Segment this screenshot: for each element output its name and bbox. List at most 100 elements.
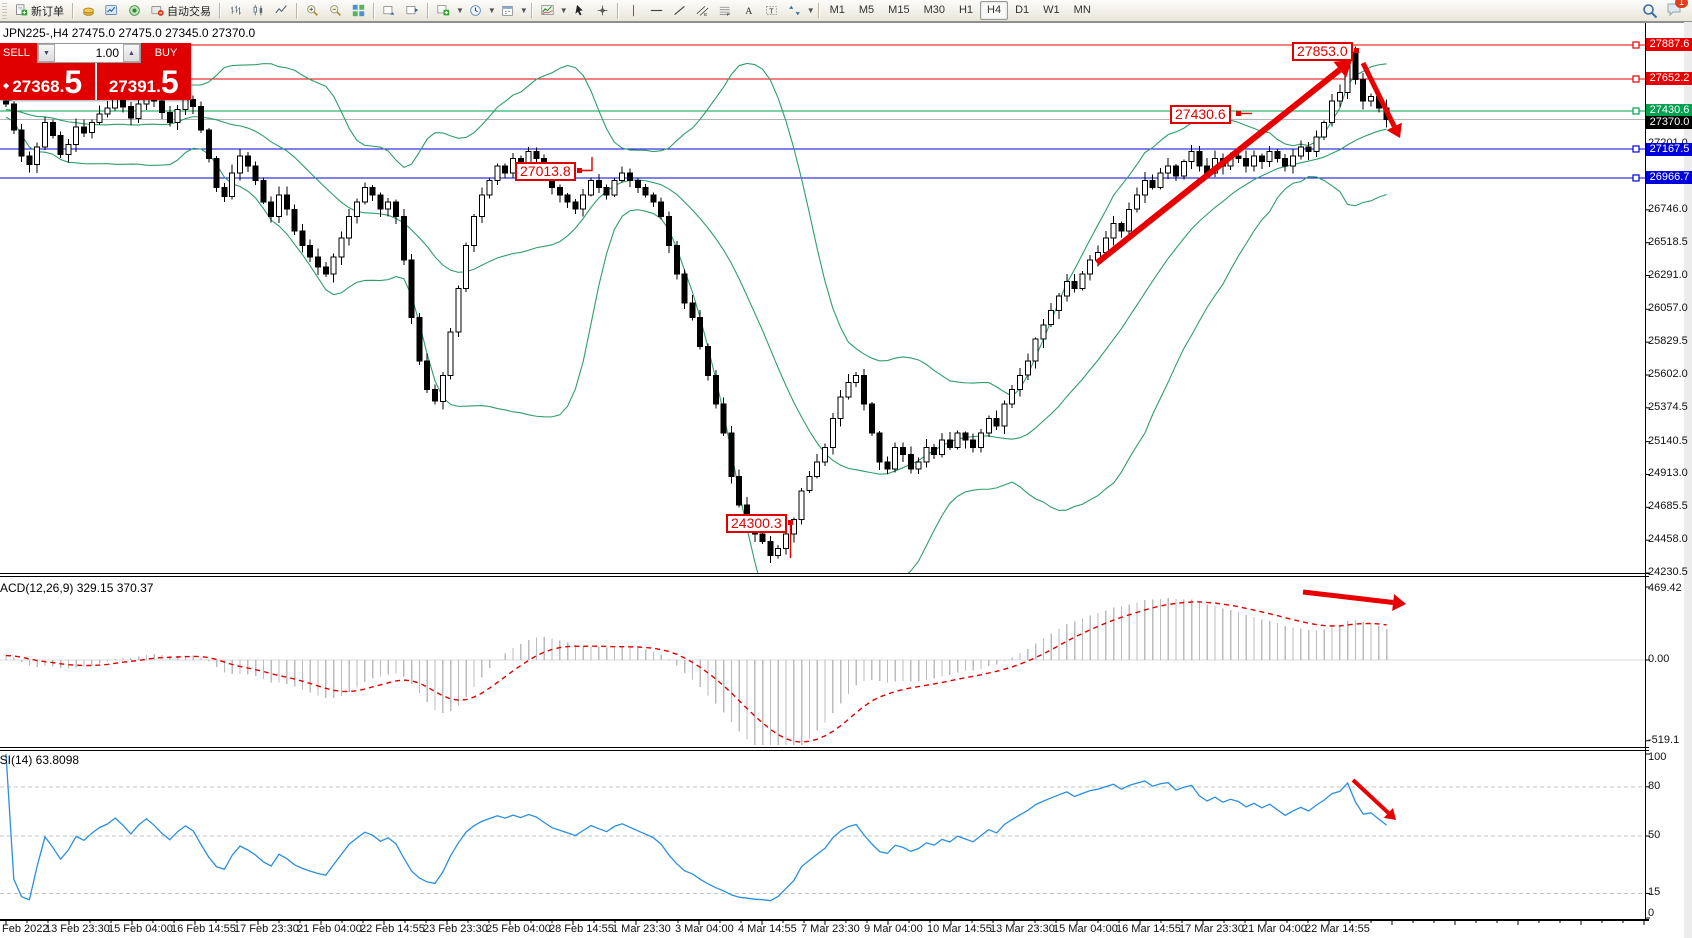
chart-area[interactable]: JPN225-,H4 27475.0 27475.0 27345.0 27370…: [0, 22, 1692, 938]
candle-chart-button[interactable]: [247, 0, 270, 21]
price-tick-label: 25602.0: [1648, 367, 1688, 380]
vline-button[interactable]: [622, 0, 645, 21]
macd-tick-label: -519.1: [1648, 733, 1680, 746]
fibonacci-button[interactable]: F: [714, 0, 737, 21]
chart-shift-button[interactable]: [401, 0, 424, 21]
date-axis-label: 13 Mar 23:30: [990, 923, 1055, 935]
period-button[interactable]: [464, 0, 487, 21]
notification-badge: 1: [1674, 0, 1688, 8]
line-chart-icon: [275, 4, 288, 17]
chart-title: JPN225-,H4 27475.0 27475.0 27345.0 27370…: [3, 26, 256, 40]
date-axis-label: 17 Mar 23:30: [1179, 923, 1244, 935]
arrows-button[interactable]: [783, 0, 806, 21]
bar-chart-button[interactable]: [224, 0, 247, 21]
trendline-button[interactable]: [668, 0, 691, 21]
timeframe-m5-button[interactable]: M5: [858, 4, 875, 16]
price-annotation-box[interactable]: 27013.8: [515, 162, 576, 181]
date-axis-label: 9 Mar 04:00: [864, 923, 923, 935]
notifications-button[interactable]: 1: [1666, 0, 1688, 20]
clock-icon: [469, 4, 482, 17]
date-axis-label: 3 Mar 04:00: [675, 923, 734, 935]
indicators-button[interactable]: [77, 0, 100, 21]
price-tick-label: 25374.5: [1648, 400, 1688, 413]
calendar-button[interactable]: [496, 0, 519, 21]
timeframe-d1-button[interactable]: D1: [1015, 4, 1030, 16]
volume-input[interactable]: 1.00: [55, 44, 123, 62]
autotrade-button[interactable]: 自动交易: [146, 0, 216, 21]
volume-increase-button[interactable]: ▲: [123, 44, 140, 62]
timeframe-mn-button[interactable]: MN: [1073, 4, 1091, 16]
volume-decrease-button[interactable]: ▼: [38, 44, 55, 62]
chart-type-button[interactable]: [536, 0, 559, 21]
trendline-icon: [673, 4, 686, 17]
line-chart-button[interactable]: [270, 0, 293, 21]
zoom-in-icon: [306, 4, 319, 17]
timeframe-h1-button[interactable]: H1: [958, 4, 974, 16]
macd-tick-label: 0.00: [1648, 653, 1670, 665]
timeframe-w1-button[interactable]: W1: [1043, 4, 1060, 16]
crosshair-icon: [596, 4, 609, 17]
hline-icon: [650, 4, 663, 17]
svg-text:E: E: [704, 12, 708, 17]
timeframe-m30-button[interactable]: M30: [923, 4, 945, 16]
buy-button[interactable]: BUY: [141, 43, 191, 63]
timeframe-h4-button[interactable]: H4: [980, 1, 1009, 20]
sell-price-display[interactable]: ◆ 27368. 5: [0, 63, 97, 100]
date-axis-label: 21 Mar 04:00: [1242, 923, 1307, 935]
chart-type-icon: [541, 4, 554, 17]
label-button[interactable]: T: [760, 0, 783, 21]
arrows-icon: [788, 4, 801, 17]
price-tick-label: 25829.5: [1648, 335, 1688, 348]
crosshair-button[interactable]: [591, 0, 614, 21]
date-axis-label: 28 Feb 14:55: [549, 923, 614, 935]
new-chart-icon: [437, 4, 450, 17]
price-annotation-box[interactable]: 24300.3: [726, 514, 787, 533]
main-toolbar: 新订单 自动交易 ▼ ▼ ▼ ▼ E F A T ▼ M1 M5 M15 M30 H1 H4 D1 W1 MN 1: [0, 0, 1692, 22]
price-axis-label: 27430.6: [1646, 103, 1692, 117]
price-tick-label: 24685.5: [1648, 500, 1688, 513]
timeframe-m15-button[interactable]: M15: [888, 4, 910, 16]
price-annotation-box[interactable]: 27853.0: [1292, 42, 1353, 61]
navigator-button[interactable]: [123, 0, 146, 21]
date-axis-label: 25 Feb 04:00: [486, 923, 551, 935]
new-chart-button[interactable]: [432, 0, 455, 21]
autotrade-icon: [151, 4, 164, 17]
hline-button[interactable]: [645, 0, 668, 21]
svg-text:T: T: [769, 6, 774, 15]
sell-button[interactable]: SELL: [0, 43, 37, 63]
svg-text:F: F: [727, 12, 730, 17]
price-tick-label: 25140.5: [1648, 434, 1688, 447]
price-tick-label: 26518.5: [1648, 235, 1688, 248]
rsi-tick-label: 80: [1648, 779, 1661, 792]
zoom-out-button[interactable]: [324, 0, 347, 21]
price-tick-label: 26291.0: [1648, 268, 1688, 281]
new-order-button[interactable]: 新订单: [10, 0, 69, 21]
market-watch-button[interactable]: [100, 0, 123, 21]
timeframe-m1-button[interactable]: M1: [829, 4, 845, 16]
vline-icon: [627, 4, 640, 17]
zoom-in-button[interactable]: [301, 0, 324, 21]
tile-windows-button[interactable]: [347, 0, 370, 21]
date-axis-label: 17 Feb 23:30: [234, 923, 299, 935]
date-axis-label: 21 Feb 04:00: [297, 923, 362, 935]
rsi-indicator-label: RSI(14) 63.8098: [0, 753, 80, 767]
rsi-tick-label: 0: [1648, 907, 1655, 919]
price-tick-label: 24458.0: [1648, 533, 1688, 546]
text-button[interactable]: A: [737, 0, 760, 21]
toolbar-right-group: 1: [1642, 0, 1692, 20]
search-icon[interactable]: [1642, 3, 1658, 19]
toolbar-grip[interactable]: [2, 2, 7, 19]
cursor-button[interactable]: [568, 0, 591, 21]
macd-indicator-label: MACD(12,26,9) 329.15 370.37: [0, 581, 154, 595]
date-axis-label: 22 Feb 14:55: [360, 923, 425, 935]
price-axis-label: 27652.2: [1646, 71, 1692, 85]
buy-price-display[interactable]: 27391. 5: [108, 64, 179, 100]
price-annotation-box[interactable]: 27430.6: [1170, 105, 1231, 124]
price-axis-label: 27887.6: [1646, 38, 1692, 51]
date-axis-label: 15 Feb 04:00: [108, 923, 173, 935]
channel-button[interactable]: E: [691, 0, 714, 21]
price-tick-label: 26746.0: [1648, 202, 1688, 215]
autoscroll-button[interactable]: [378, 0, 401, 21]
svg-text:A: A: [745, 6, 752, 17]
